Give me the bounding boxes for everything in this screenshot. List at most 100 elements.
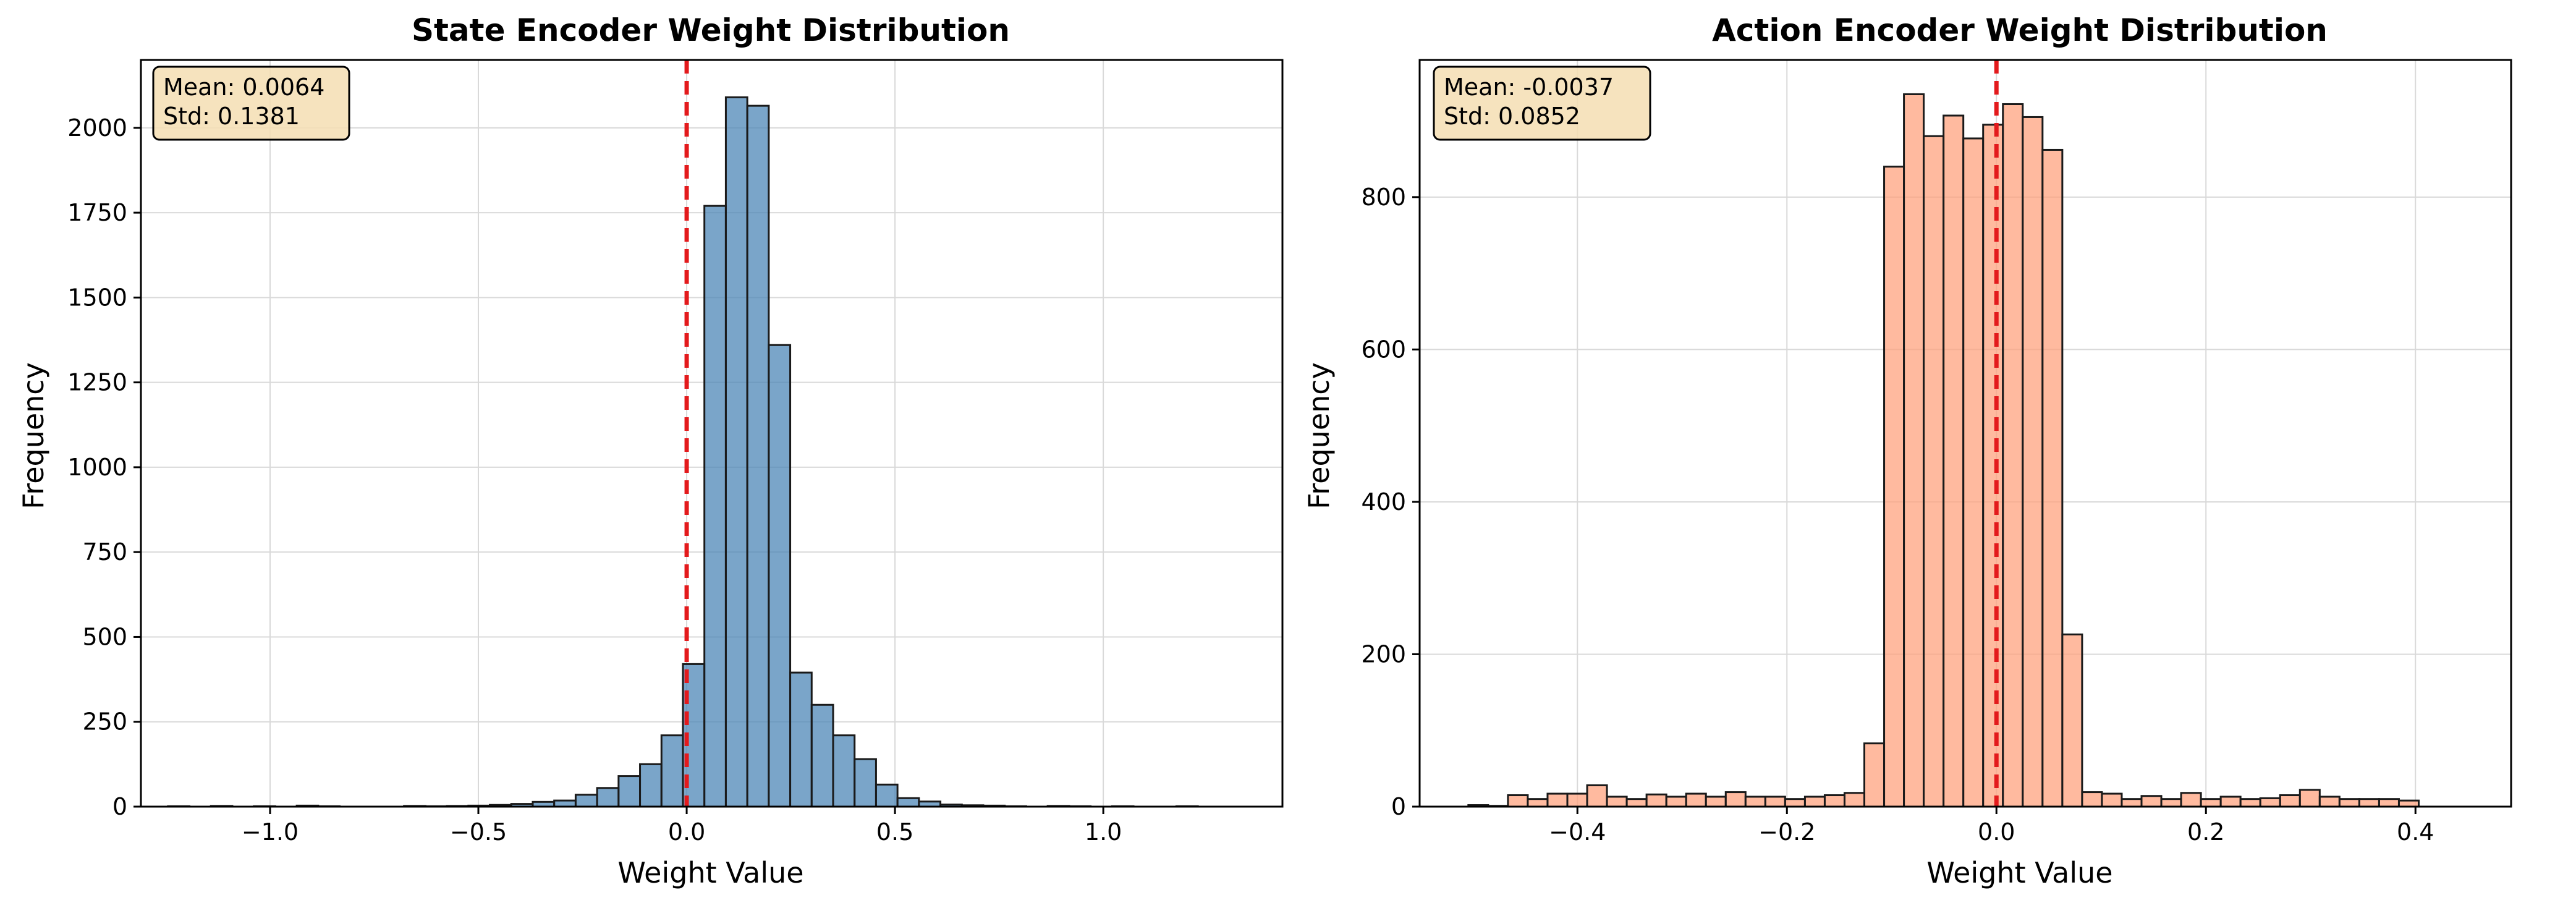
stats-std: Std: 0.1381 xyxy=(163,103,300,130)
y-tick-label: 800 xyxy=(1361,184,1406,211)
histogram-bar xyxy=(1843,792,1866,808)
histogram-bar xyxy=(1625,798,1648,808)
state-encoder-histogram: State Encoder Weight Distribution Weight… xyxy=(17,12,1284,889)
histogram-bar xyxy=(789,671,813,808)
histogram-bar xyxy=(1823,794,1845,808)
histogram-bar xyxy=(2259,797,2281,808)
y-axis-label: Frequency xyxy=(1302,362,1336,509)
histogram-bar xyxy=(596,787,620,808)
histogram-bar xyxy=(2318,796,2341,808)
histogram-bar xyxy=(1724,791,1747,808)
histogram-bar xyxy=(1744,796,1766,808)
x-tick-label: 0.0 xyxy=(1978,818,2015,846)
histogram-bar xyxy=(2140,795,2163,808)
histogram-bar xyxy=(2358,798,2380,808)
histogram-bar xyxy=(2338,798,2360,808)
histogram-bar xyxy=(1527,798,1549,808)
histogram-bar xyxy=(1606,796,1628,808)
stats-box-background xyxy=(152,66,350,141)
y-tick-label: 1000 xyxy=(67,454,127,481)
histogram-bar xyxy=(2121,798,2143,808)
y-tick-label: 600 xyxy=(1361,336,1406,363)
stats-box: Mean: -0.0037 Std: 0.0852 xyxy=(1433,66,1651,141)
y-tick-label: 750 xyxy=(82,538,127,566)
histogram-bar xyxy=(1923,135,1945,808)
y-tick-label: 0 xyxy=(112,793,127,820)
y-tick-label: 0 xyxy=(1391,793,1406,820)
histogram-bar xyxy=(1962,137,1985,808)
x-tick-label: 1.0 xyxy=(1085,818,1122,846)
stats-std: Std: 0.0852 xyxy=(1444,103,1580,130)
histogram-bar xyxy=(1883,166,1905,808)
stats-box-background xyxy=(1433,66,1651,141)
x-tick-label: −0.4 xyxy=(1549,818,1606,846)
histogram-bar xyxy=(768,344,792,808)
x-axis-label: Weight Value xyxy=(617,856,803,889)
histogram-bar xyxy=(2081,791,2103,808)
y-tick-label: 400 xyxy=(1361,488,1406,516)
histogram-bar xyxy=(1903,93,1925,808)
histogram-bar xyxy=(2041,148,2064,808)
histogram-bar xyxy=(2200,798,2222,808)
plot-area: −0.4 −0.2 0.0 0.2 0.4 0 200 400 600 800 xyxy=(1361,59,2512,846)
y-tick-label: 500 xyxy=(82,623,127,650)
histogram-bar xyxy=(2022,116,2044,808)
histogram-bar xyxy=(832,734,856,808)
histogram-bar xyxy=(724,96,748,808)
histogram-bar xyxy=(2378,798,2400,808)
histogram-bar xyxy=(1863,742,1886,808)
stats-box: Mean: 0.0064 Std: 0.1381 xyxy=(152,66,350,141)
y-tick-label: 200 xyxy=(1361,640,1406,668)
histogram-bar xyxy=(2061,633,2083,808)
y-tick-label: 1500 xyxy=(67,284,127,311)
histogram-bar xyxy=(1665,796,1687,808)
plot-area: −1.0 −0.5 0.0 0.5 1.0 0 250 500 750 1000 1250 1500 1… xyxy=(67,59,1284,846)
y-tick-label: 2000 xyxy=(67,114,127,142)
histogram-bar xyxy=(2101,792,2123,808)
stats-mean: Mean: 0.0064 xyxy=(163,74,324,101)
histogram-bar xyxy=(574,794,598,808)
histogram-bar xyxy=(746,104,770,808)
x-tick-label: −0.5 xyxy=(450,818,507,846)
histogram-bar xyxy=(1507,794,1529,808)
axes-frame xyxy=(140,59,1284,808)
histogram-bar xyxy=(810,703,834,808)
histogram-bar xyxy=(2298,789,2321,808)
histogram-bar xyxy=(2002,103,2024,808)
histogram-bar xyxy=(2219,796,2242,808)
histogram-bar xyxy=(1586,784,1608,808)
y-tick-label: 1750 xyxy=(67,199,127,226)
histogram-bar xyxy=(2180,792,2202,808)
histogram-bar xyxy=(1943,114,1965,808)
histogram-bar xyxy=(1546,792,1569,808)
histogram-bar xyxy=(875,783,899,808)
histogram-bar xyxy=(660,734,684,808)
histogram-bar xyxy=(703,205,727,808)
y-tick-label: 250 xyxy=(82,708,127,736)
histogram-bar xyxy=(1803,796,1826,808)
histogram-bar xyxy=(1705,796,1727,808)
histogram-bar xyxy=(1645,793,1667,808)
histogram-bar xyxy=(896,797,920,808)
histogram-bar xyxy=(2279,794,2301,808)
x-tick-label: −0.2 xyxy=(1758,818,1815,846)
histogram-bar xyxy=(1566,792,1588,808)
y-tick-label: 1250 xyxy=(67,369,127,396)
action-encoder-histogram: Action Encoder Weight Distribution Weigh… xyxy=(1302,12,2512,889)
x-tick-label: 0.4 xyxy=(2397,818,2434,846)
histogram-bar xyxy=(854,758,877,808)
histogram-bar xyxy=(2239,798,2261,808)
x-tick-label: 0.0 xyxy=(668,818,705,846)
histogram-bar xyxy=(639,763,663,808)
histogram-bar xyxy=(617,775,642,808)
stats-mean: Mean: -0.0037 xyxy=(1444,74,1614,101)
axes-frame xyxy=(1418,59,2512,808)
histogram-bar xyxy=(1685,792,1707,808)
y-axis-label: Frequency xyxy=(17,362,50,509)
x-tick-label: 0.2 xyxy=(2187,818,2224,846)
histogram-bar xyxy=(1982,124,2004,808)
x-tick-label: −1.0 xyxy=(242,818,299,846)
histogram-bar xyxy=(1764,796,1786,808)
x-axis-label: Weight Value xyxy=(1926,856,2112,889)
